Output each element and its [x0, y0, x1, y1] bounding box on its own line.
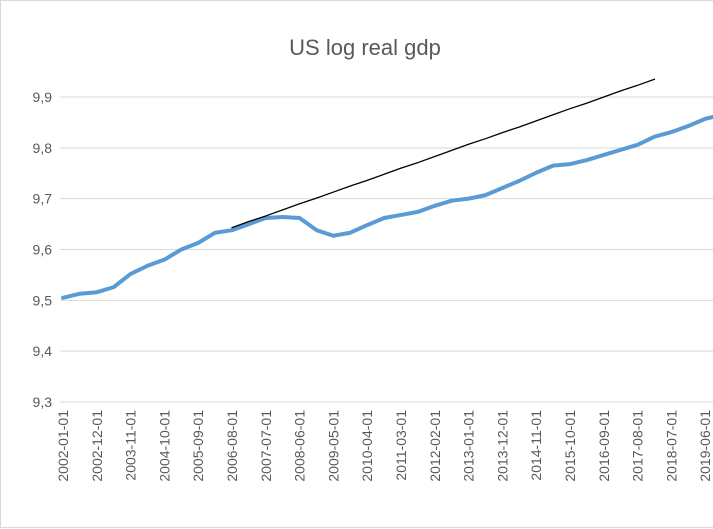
- series-line: [231, 78, 656, 229]
- series-line: [61, 114, 713, 300]
- x-tick-label: 2002-12-01: [89, 410, 105, 482]
- y-tick-label: 9,6: [33, 242, 53, 258]
- y-tick-label: 9,4: [33, 343, 53, 359]
- chart-title: US log real gdp: [289, 35, 441, 60]
- x-tick-label: 2011-03-01: [393, 410, 409, 481]
- x-tick-label: 2019-06-01: [697, 410, 713, 482]
- y-tick-label: 9,8: [33, 140, 53, 156]
- x-tick-label: 2012-02-01: [427, 410, 443, 482]
- x-tick-label: 2016-09-01: [596, 410, 612, 482]
- y-tick-label: 9,7: [33, 191, 53, 207]
- labels: 9,3 9,4 9,5 9,6 9,7 9,8 9,9 2002-01-01 2002-12-0…: [33, 89, 713, 482]
- x-tick-label: 2014-11-01: [528, 410, 544, 481]
- plot: [61, 78, 713, 300]
- y-tick-label: 9,3: [33, 394, 53, 410]
- x-tick-label: 2010-04-01: [359, 410, 375, 482]
- x-tick-label: 2018-07-01: [663, 410, 679, 482]
- y-tick-label: 9,9: [33, 89, 53, 105]
- x-tick-label: 2005-09-01: [190, 410, 206, 482]
- x-tick-label: 2003-11-01: [123, 410, 139, 481]
- x-tick-label: 2004-10-01: [156, 410, 172, 482]
- x-tick-label: 2013-01-01: [461, 410, 477, 482]
- x-tick-label: 2002-01-01: [55, 410, 71, 482]
- x-tick-label: 2015-10-01: [562, 410, 578, 482]
- y-tick-label: 9,5: [33, 292, 53, 308]
- x-tick-label: 2017-08-01: [630, 410, 646, 482]
- x-tick-label: 2013-12-01: [494, 410, 510, 482]
- grid: [60, 96, 713, 403]
- x-tick-label: 2007-07-01: [258, 410, 274, 482]
- x-tick-label: 2008-06-01: [292, 410, 308, 482]
- x-tick-label: 2009-05-01: [325, 410, 341, 482]
- x-tick-label: 2006-08-01: [224, 410, 240, 482]
